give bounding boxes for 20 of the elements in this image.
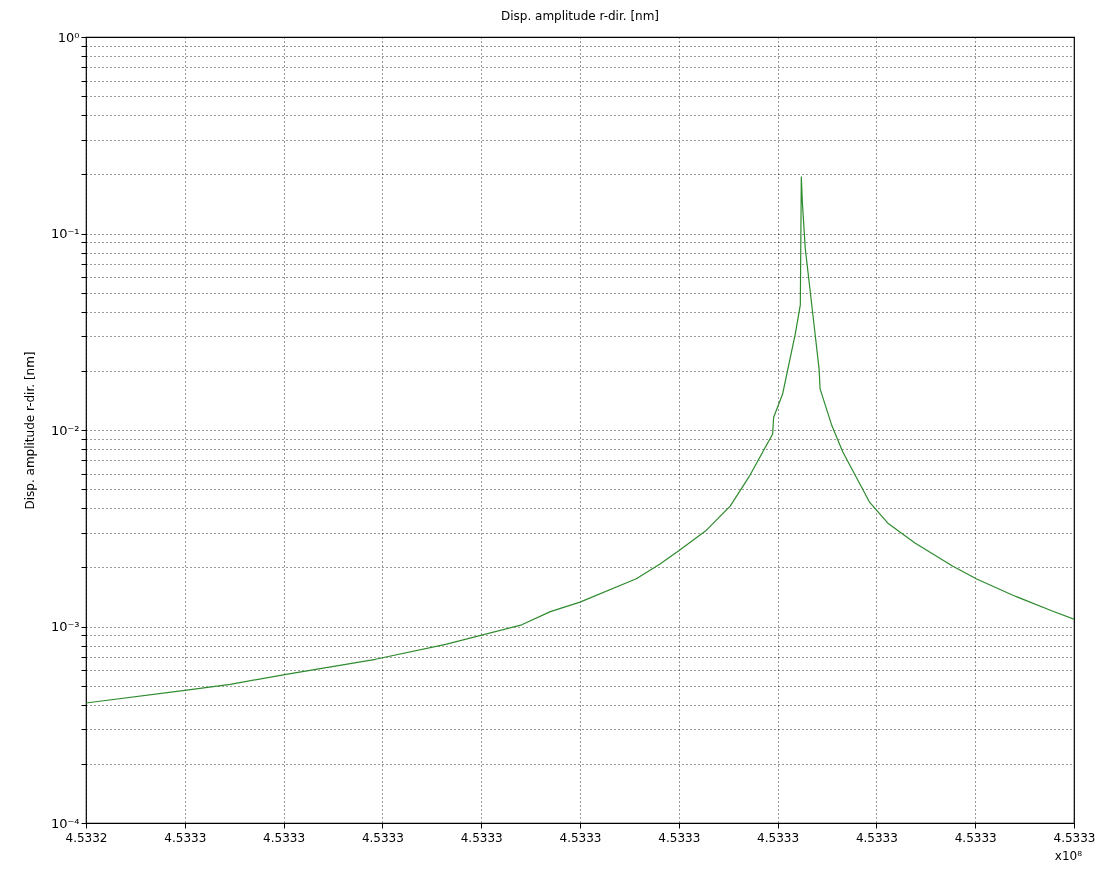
x-tick-label: 4.5333	[559, 830, 602, 845]
y-tick-label: 10⁻²	[50, 422, 80, 438]
x-tick-label: 4.5333	[954, 830, 997, 845]
y-axis-title: Disp. amplitude r-dir. [nm]	[22, 351, 37, 510]
y-tick-label: 10⁰	[57, 29, 80, 45]
x-tick-label: 4.5332	[65, 830, 108, 845]
x-tick-label: 4.5333	[164, 830, 207, 845]
chart-title: Disp. amplitude r-dir. [nm]	[500, 9, 660, 23]
x-tick-label: 4.5333	[855, 830, 898, 845]
x-tick-label: 4.5333	[658, 830, 701, 845]
x-tick-label: 4.5333	[460, 830, 503, 845]
y-tick-label: 10⁻¹	[50, 226, 80, 241]
y-tick-label: 10⁻⁴	[50, 815, 80, 831]
x-tick-label: 4.5333	[361, 830, 404, 845]
x-tick-label: 4.5333	[1053, 830, 1096, 845]
line-series	[86, 176, 1074, 704]
x-tick-label: 4.5333	[757, 830, 800, 845]
y-tick-label: 10⁻³	[50, 619, 80, 634]
x-tick-label: 4.5333	[263, 830, 306, 845]
text: x10⁸	[1054, 849, 1083, 863]
